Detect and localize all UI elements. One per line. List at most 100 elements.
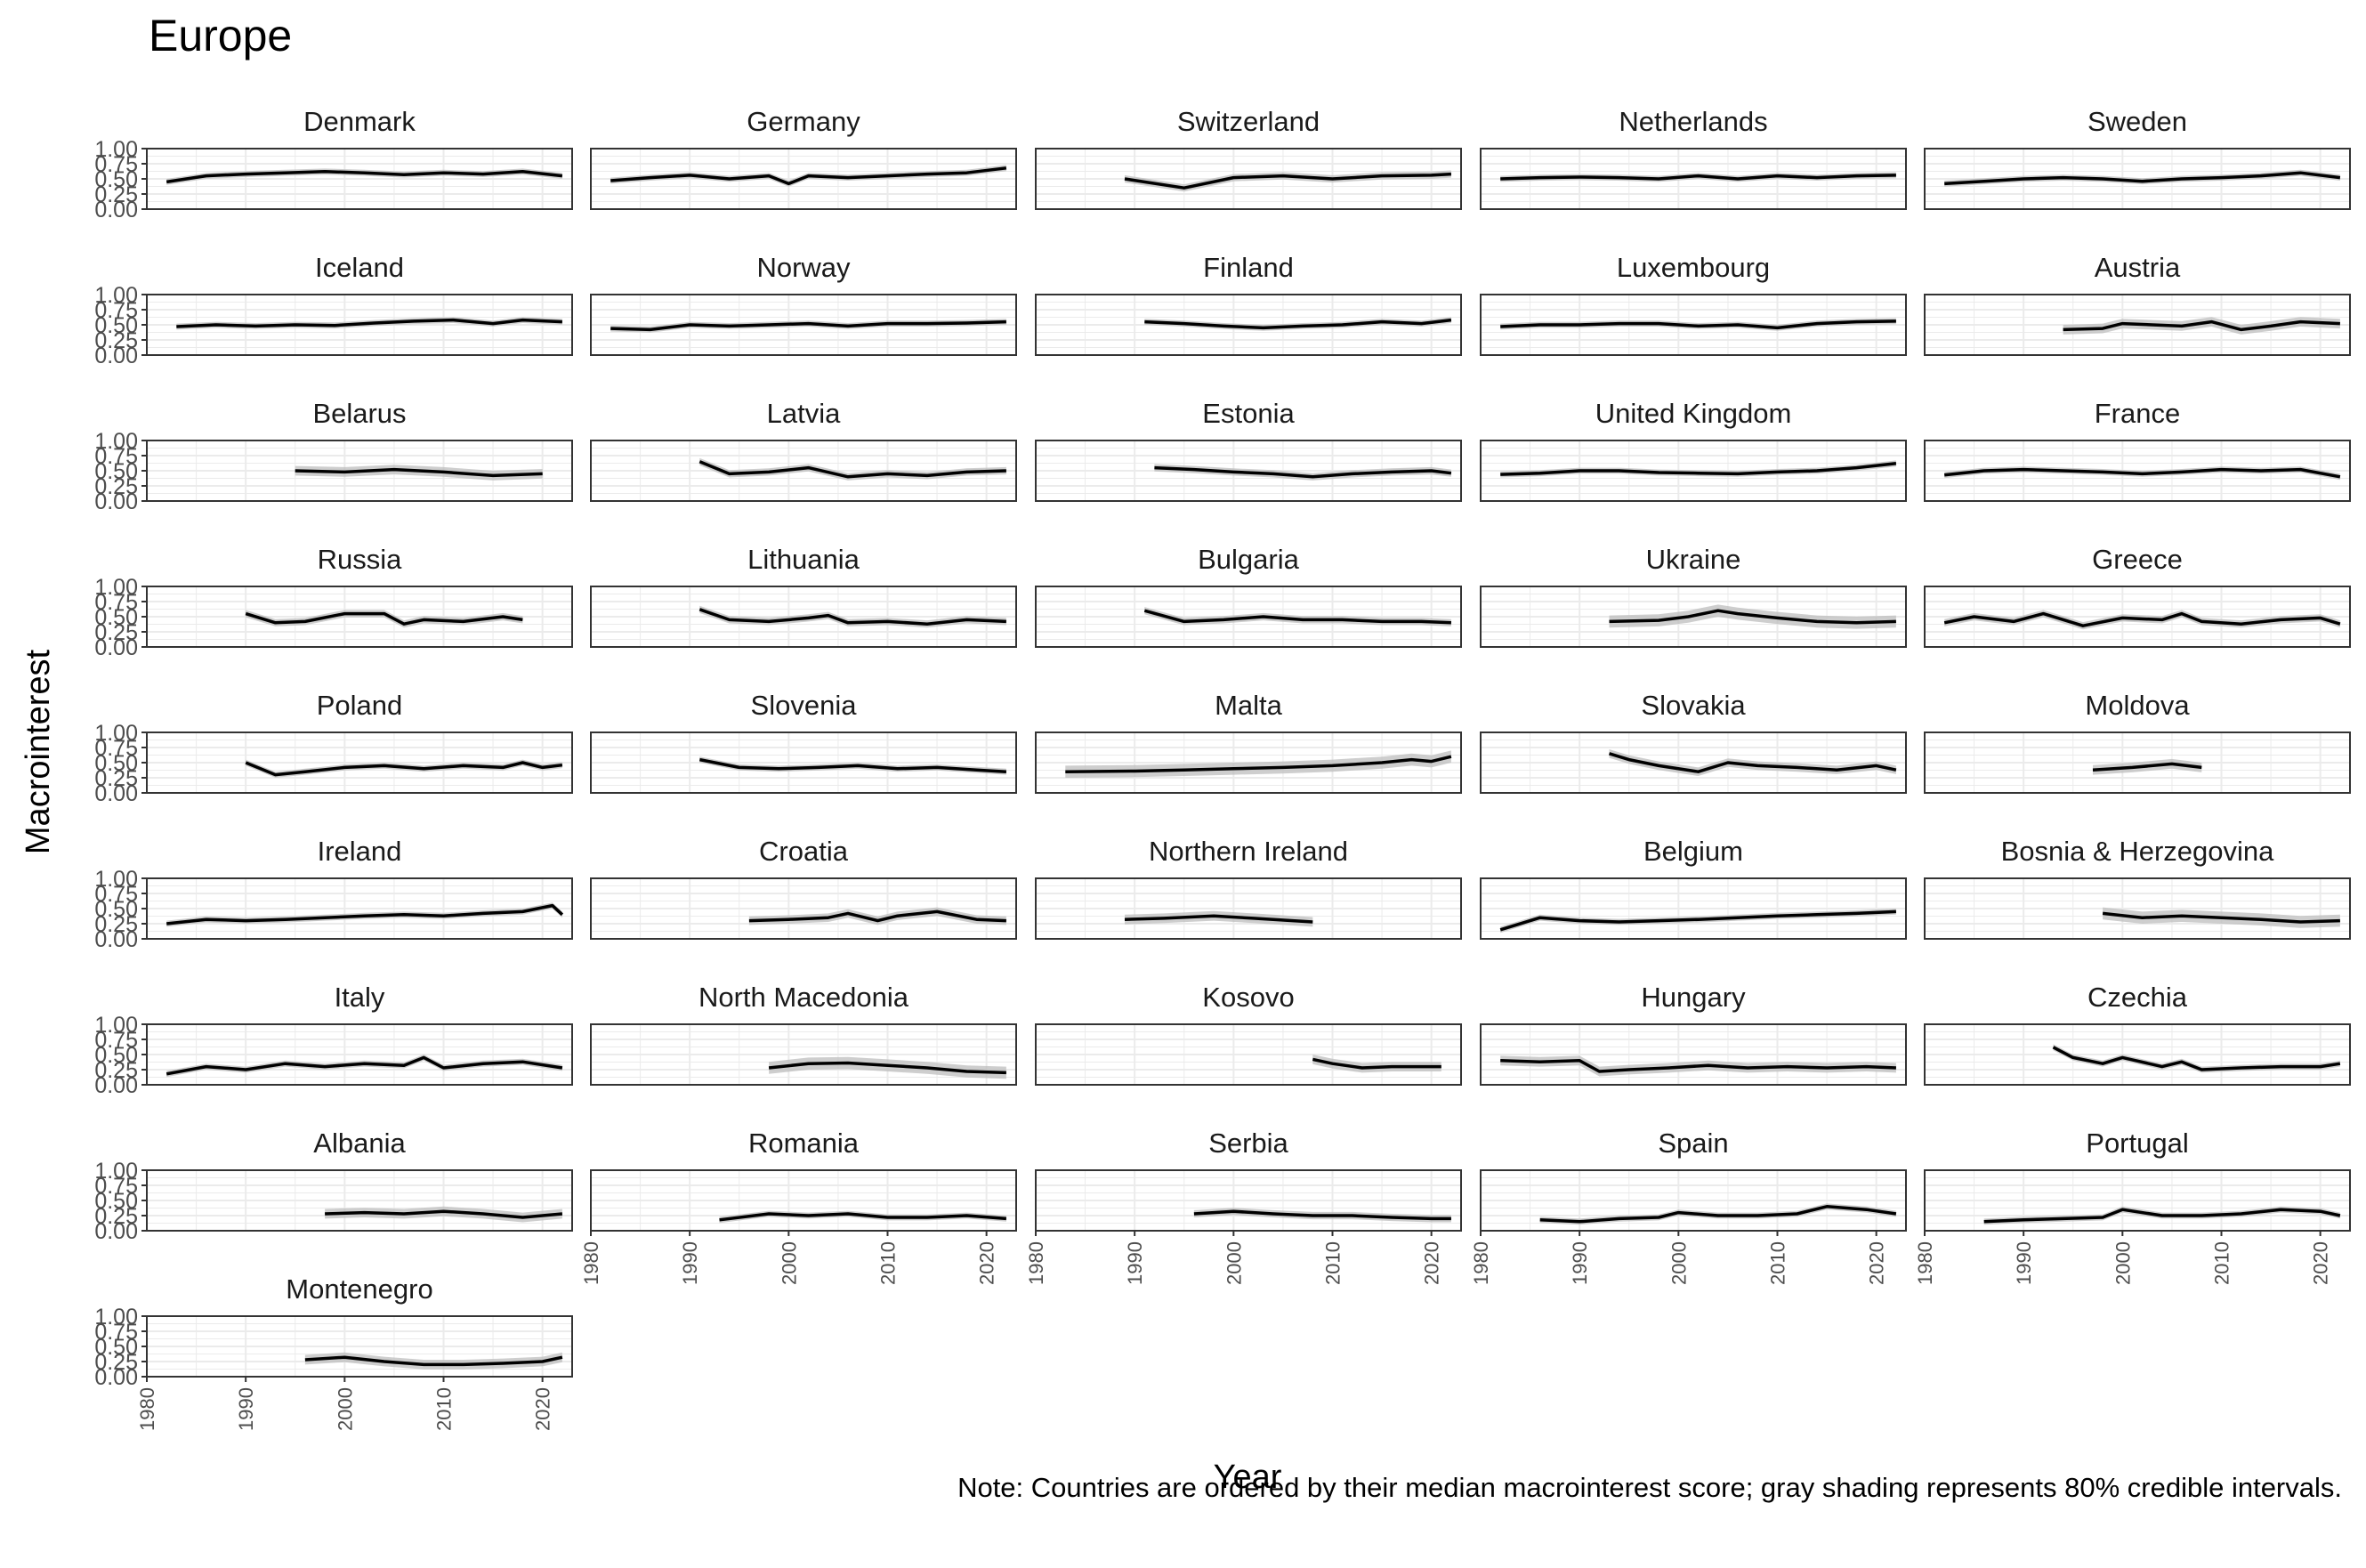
series-line [166, 1055, 563, 1076]
y-tick-label: 0.00 [94, 198, 138, 222]
facet-panel: Hungary [1480, 982, 1907, 1086]
series-line [166, 903, 564, 925]
y-tick-label: 0.50 [94, 167, 138, 192]
y-tick-label: 0.50 [94, 459, 138, 484]
series-line [698, 757, 1007, 773]
x-tick-label: 1990 [1124, 1241, 1146, 1285]
facet-panel: Russia 0.000.250.500.751.00 [94, 544, 573, 660]
facet-strip-label: France [2095, 398, 2180, 429]
facet-strip-label: Albania [313, 1128, 406, 1159]
y-tick-label: 0.00 [94, 1073, 138, 1098]
facet-strip-label: Romania [748, 1128, 860, 1159]
x-tick-label: 1990 [1569, 1241, 1591, 1285]
facet-panel: Norway [590, 252, 1017, 356]
x-tick-label: 2010 [433, 1387, 456, 1431]
facet-strip-label: Sweden [2087, 106, 2187, 137]
panel-border [1035, 440, 1462, 502]
chart-caption: Note: Countries are ordered by their med… [957, 1472, 2342, 1503]
panel-border [1035, 586, 1462, 648]
panel-border [1924, 148, 2351, 210]
y-tick-label: 1.00 [94, 1159, 138, 1184]
series-line [1944, 171, 2341, 186]
series-line [1983, 1208, 2341, 1224]
series-line [1065, 755, 1452, 773]
facet-strip-label: Poland [317, 690, 403, 721]
facet-panel: Bosnia & Herzegovina [1924, 836, 2351, 940]
facet-panel: Belarus 0.000.250.500.751.00 [94, 398, 573, 514]
facet-strip-label: Slovakia [1641, 690, 1746, 721]
credible-interval-ribbon [246, 610, 523, 628]
panel-border [590, 1169, 1017, 1232]
facet-panel: Spain 1980 1990 2000 2010 2020 [1470, 1128, 1907, 1285]
facet-strip-label: Switzerland [1177, 106, 1320, 137]
facet-strip-label: Netherlands [1619, 106, 1767, 137]
panel-border [1035, 148, 1462, 210]
y-tick-label: 0.25 [94, 1204, 138, 1229]
series-line [325, 1209, 563, 1219]
facet-panel: Moldova [1924, 690, 2351, 794]
facet-panel: United Kingdom [1480, 398, 1907, 502]
x-tick-label: 2020 [532, 1387, 554, 1431]
facet-panel: Bulgaria [1035, 544, 1462, 648]
y-tick-label: 0.25 [94, 1058, 138, 1083]
panel-border [1924, 731, 2351, 794]
facet-strip-label: Ukraine [1646, 544, 1741, 575]
panel-border [1480, 586, 1907, 648]
series-line [1124, 914, 1313, 924]
facet-panel: Ireland 0.000.250.500.751.00 [94, 836, 573, 952]
credible-interval-ribbon [1154, 464, 1451, 481]
y-tick-label: 0.00 [94, 635, 138, 660]
series-line [1608, 752, 1897, 773]
x-tick-label: 1990 [235, 1387, 257, 1431]
series-line [1944, 467, 2341, 479]
facet-strip-label: Belarus [312, 398, 406, 429]
facet-strip-label: Bulgaria [1198, 544, 1299, 575]
panel-border [1035, 731, 1462, 794]
series-line [1500, 319, 1896, 330]
facet-panel: Albania 0.000.250.500.751.00 [94, 1128, 573, 1244]
panel-border [1480, 1023, 1907, 1086]
panel-border [1924, 294, 2351, 356]
panel-border [590, 877, 1017, 940]
series-line [1144, 318, 1452, 330]
x-tick-label: 2000 [778, 1241, 800, 1285]
y-tick-label: 0.75 [94, 1320, 138, 1345]
facet-panel: Iceland 0.000.250.500.751.00 [94, 252, 573, 368]
x-tick-label: 1980 [1025, 1241, 1047, 1285]
y-tick-label: 0.25 [94, 474, 138, 499]
series-line [1143, 609, 1451, 625]
series-line [719, 1212, 1007, 1222]
panel-border [1924, 586, 2351, 648]
y-tick-label: 0.75 [94, 736, 138, 761]
facet-strip-label: United Kingdom [1595, 398, 1792, 429]
y-tick-label: 1.00 [94, 867, 138, 892]
facet-strip-label: Spain [1658, 1128, 1728, 1159]
y-tick-label: 0.75 [94, 298, 138, 323]
panel-border [1480, 148, 1907, 210]
panel-border [590, 586, 1017, 648]
series-line [304, 1355, 563, 1367]
y-tick-label: 0.00 [94, 1365, 138, 1390]
chart-title: Europe [149, 11, 292, 61]
y-tick-label: 0.75 [94, 590, 138, 615]
credible-interval-ribbon [325, 1206, 562, 1223]
facet-panel: Portugal 1980 1990 2000 2010 2020 [1914, 1128, 2351, 1285]
y-tick-label: 0.75 [94, 1174, 138, 1199]
panel-border [1035, 294, 1462, 356]
facet-panel: Finland [1035, 252, 1462, 356]
x-tick-label: 2000 [334, 1387, 356, 1431]
facet-strip-label: Denmark [303, 106, 416, 137]
facet-strip-label: Kosovo [1202, 982, 1294, 1013]
x-tick-label: 2010 [1767, 1241, 1789, 1285]
series-line [768, 1061, 1006, 1075]
facet-strip-label: Slovenia [751, 690, 858, 721]
x-tick-label: 2000 [2112, 1241, 2134, 1285]
facet-strip-label: Malta [1215, 690, 1283, 721]
facet-strip-label: Greece [2092, 544, 2183, 575]
credible-interval-ribbon [1500, 460, 1896, 478]
facet-strip-label: Finland [1203, 252, 1294, 283]
y-tick-label: 0.25 [94, 620, 138, 645]
facet-panel: Estonia [1035, 398, 1462, 502]
y-tick-label: 0.50 [94, 897, 138, 922]
